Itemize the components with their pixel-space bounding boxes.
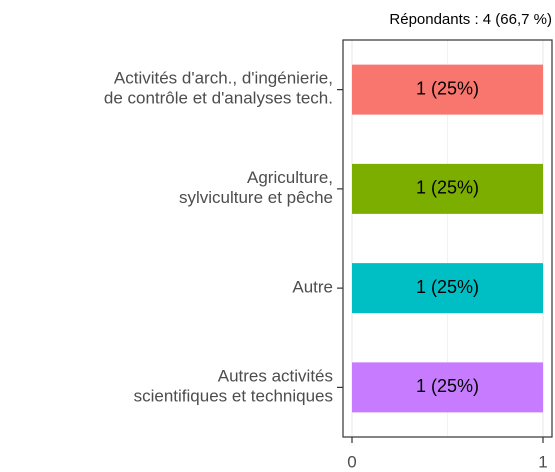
bar (352, 64, 543, 115)
y-tick-label: Activités d'arch., d'ingénierie, de contr… (104, 69, 333, 108)
bar (352, 263, 543, 314)
y-tick-label: Agriculture, sylviculture et pêche (179, 168, 333, 207)
value-label: 1 (25%) (416, 376, 479, 396)
value-label: 1 (25%) (416, 178, 479, 198)
value-label: 1 (25%) (416, 78, 479, 98)
chart-subtitle: Répondants : 4 (66,7 %) (389, 11, 552, 28)
plot-border (342, 39, 553, 438)
y-tick-label: Autre (292, 278, 333, 297)
x-tick-label: 0 (347, 452, 356, 471)
bar (352, 362, 543, 413)
y-tick-label: Autres activités scientifiques et techniq… (134, 367, 333, 406)
value-label: 1 (25%) (416, 277, 479, 297)
x-tick-label: 1 (538, 452, 547, 471)
bar (352, 163, 543, 214)
